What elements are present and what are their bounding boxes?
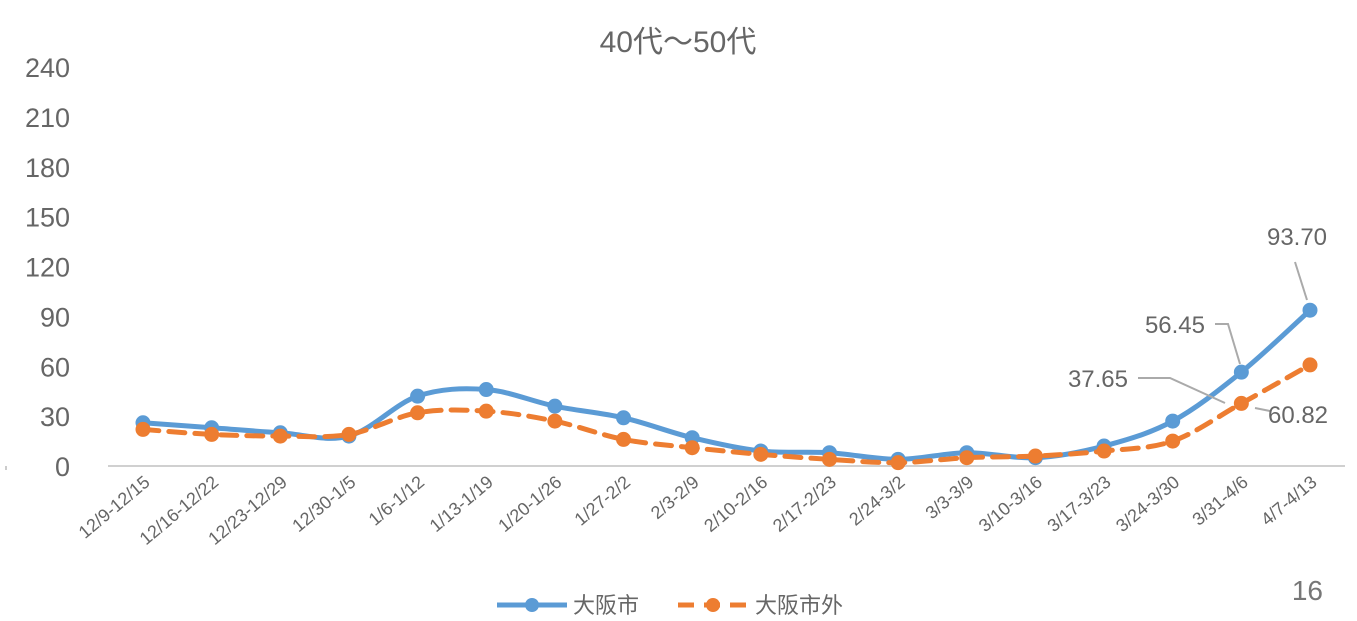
series-1-point <box>410 405 426 421</box>
series-1-point <box>478 403 494 419</box>
series-1-point <box>1096 443 1112 459</box>
y-tick-label: 240 <box>25 53 70 83</box>
legend-label-1: 大阪市外 <box>755 593 843 618</box>
data-label-leader <box>1215 323 1241 365</box>
x-tick-label: 3/31-4/6 <box>1188 472 1251 530</box>
series-1-point <box>890 455 906 471</box>
series-1-point <box>1233 395 1249 411</box>
series-0-point <box>1165 413 1181 429</box>
series-1-point <box>341 426 357 442</box>
x-tick-label: 4/7-4/13 <box>1257 472 1320 530</box>
series-1-point <box>959 450 975 466</box>
x-tick-label: 3/24-3/30 <box>1112 472 1183 536</box>
data-label: 56.45 <box>1145 312 1205 339</box>
series-1-point <box>821 451 837 467</box>
y-axis: 240 210 180 150 120 90 60 30 0 <box>25 53 70 482</box>
x-tick-label: 1/6-1/12 <box>365 472 428 530</box>
series-1-point <box>272 428 288 444</box>
y-tick-label: 90 <box>40 302 70 332</box>
series-1-point <box>135 421 151 437</box>
y-tick-label: 180 <box>25 153 70 183</box>
data-labels: 93.70 56.45 37.65 60.82 <box>1068 224 1328 429</box>
y-tick-label: 0 <box>55 452 70 482</box>
x-tick-label: 1/13-1/19 <box>426 472 497 536</box>
series-1-point <box>204 426 220 442</box>
series-0-point <box>410 388 426 404</box>
data-label: 93.70 <box>1267 224 1327 251</box>
x-tick-label: 12/30-1/5 <box>288 472 359 536</box>
data-label-leader <box>1138 377 1226 404</box>
series-0-point <box>1302 302 1318 318</box>
legend: 大阪市 大阪市外 <box>497 593 843 618</box>
legend-label-0: 大阪市 <box>573 593 639 618</box>
x-tick-label: 3/17-3/23 <box>1044 472 1115 536</box>
series-1-point <box>547 413 563 429</box>
series-line-1 <box>140 362 1313 466</box>
y-tick-label: 150 <box>25 203 70 233</box>
series-0-point <box>1233 364 1249 380</box>
data-label-leader <box>1254 407 1271 412</box>
data-label: 60.82 <box>1268 402 1328 429</box>
series-1-point <box>1027 448 1043 464</box>
x-tick-label: 2/10-2/16 <box>700 472 771 536</box>
series-1-point <box>753 446 769 462</box>
legend-marker-1 <box>706 598 720 612</box>
legend-marker-0 <box>525 598 539 612</box>
x-tick-label: 3/10-3/16 <box>975 472 1046 536</box>
x-tick-label: 2/24-3/2 <box>845 472 908 530</box>
series-line-0 <box>140 307 1313 462</box>
x-tick-label: 3/3-3/9 <box>922 472 978 523</box>
data-label: 37.65 <box>1068 366 1128 393</box>
series-0-point <box>547 398 563 414</box>
x-tick-label: 1/27-2/2 <box>571 472 634 530</box>
series-1-point <box>684 440 700 456</box>
x-tick-label: 2/3-2/9 <box>647 472 703 523</box>
series-layer <box>135 302 1318 471</box>
series-0-point <box>478 382 494 398</box>
chart-title: 40代～50代 <box>600 26 757 59</box>
series-0-point <box>616 410 632 426</box>
series-1-point <box>616 431 632 447</box>
series-1-point <box>1165 433 1181 449</box>
x-tick-label: 1/20-1/26 <box>494 472 565 536</box>
y-tick-label: 30 <box>40 402 70 432</box>
y-tick-label: 60 <box>40 352 70 382</box>
page-number: 16 <box>1291 575 1323 606</box>
y-tick-label: 210 <box>25 103 70 133</box>
x-tick-label: 2/17-2/23 <box>769 472 840 536</box>
series-1-point <box>1302 357 1318 373</box>
x-axis: 12/9-12/1512/16-12/2212/23-12/2912/30-1/… <box>5 465 1345 549</box>
data-label-leader <box>1294 261 1308 301</box>
y-tick-label: 120 <box>25 253 70 283</box>
